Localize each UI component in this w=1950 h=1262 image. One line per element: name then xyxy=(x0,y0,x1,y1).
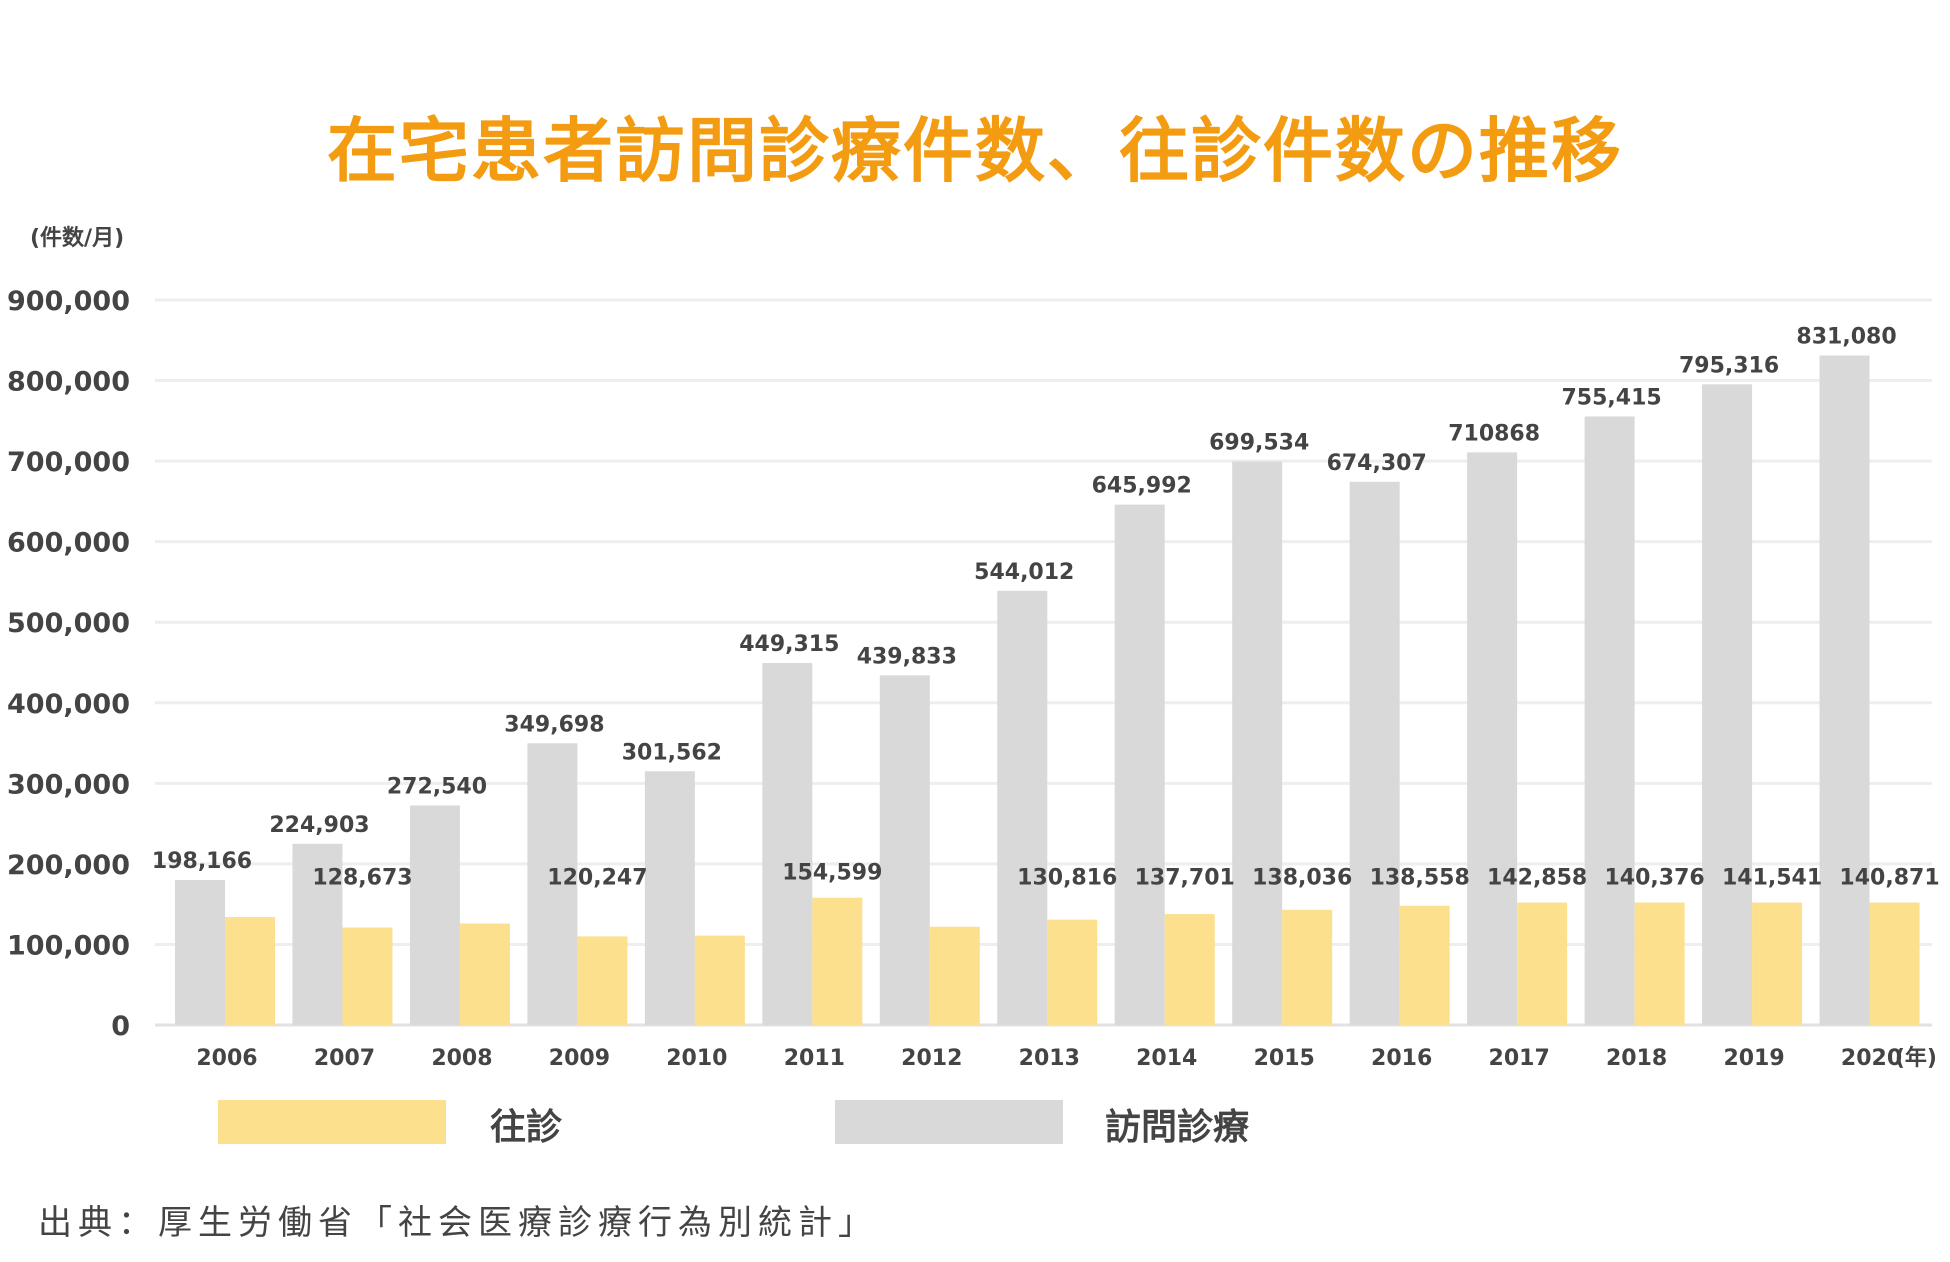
bar-oushin-2019 xyxy=(1752,902,1803,1025)
data-label-houmon-2015: 699,534 xyxy=(1209,430,1309,455)
legend-label-houmon: 訪問診療 xyxy=(1105,1107,1250,1148)
bar-houmon-2017 xyxy=(1467,452,1518,1025)
x-tick-label-2010: 2010 xyxy=(666,1046,727,1071)
data-label-houmon-2010: 301,562 xyxy=(622,740,722,765)
data-label-houmon-2008: 272,540 xyxy=(387,774,487,799)
bar-oushin-2008 xyxy=(459,923,510,1025)
data-label-oushin-2018: 140,376 xyxy=(1604,866,1704,891)
data-label-houmon-2018: 755,415 xyxy=(1561,385,1661,410)
data-label-oushin-2013: 130,816 xyxy=(1017,866,1117,891)
bar-oushin-2016 xyxy=(1399,905,1450,1025)
x-tick-label-2012: 2012 xyxy=(901,1046,962,1071)
x-tick-label-2016: 2016 xyxy=(1371,1046,1432,1071)
y-tick-label: 900,000 xyxy=(7,286,130,317)
y-tick-label: 100,000 xyxy=(7,930,130,961)
y-axis-unit: (件数/月) xyxy=(30,225,124,251)
y-tick-label: 0 xyxy=(111,1011,130,1042)
x-tick-label-2020: 2020 xyxy=(1841,1046,1902,1071)
data-label-houmon-2016: 674,307 xyxy=(1327,451,1427,476)
bar-houmon-2014 xyxy=(1114,504,1165,1025)
y-tick-label: 200,000 xyxy=(7,850,130,881)
bar-houmon-2006 xyxy=(175,880,225,1025)
bar-houmon-2018 xyxy=(1584,416,1635,1025)
bar-houmon-2009 xyxy=(527,743,578,1025)
x-tick-label-2019: 2019 xyxy=(1723,1046,1784,1071)
x-tick-label-2007: 2007 xyxy=(314,1046,375,1071)
y-tick-label: 300,000 xyxy=(7,769,130,800)
bar-oushin-2010 xyxy=(694,935,745,1025)
bar-houmon-2015 xyxy=(1232,461,1283,1025)
bar-houmon-2008 xyxy=(409,805,460,1025)
bar-oushin-2017 xyxy=(1517,902,1568,1025)
data-labels: 198,166 224,903 128,673 272,540 349,698 120,2… xyxy=(152,325,1940,891)
data-label-oushin-2019: 141,541 xyxy=(1722,866,1822,891)
bar-oushin-2007 xyxy=(342,927,393,1025)
x-tick-label-2014: 2014 xyxy=(1136,1046,1197,1071)
y-tick-label: 400,000 xyxy=(7,689,130,720)
x-tick-label-2017: 2017 xyxy=(1489,1046,1550,1071)
bar-oushin-2014 xyxy=(1164,914,1215,1025)
bar-oushin-2013 xyxy=(1047,919,1098,1025)
data-label-oushin-2016: 138,558 xyxy=(1370,866,1470,891)
data-label-oushin-2009: 120,247 xyxy=(547,866,647,891)
legend-swatch-oushin xyxy=(218,1100,446,1144)
data-label-oushin-2015: 138,036 xyxy=(1252,866,1352,891)
legend-label-oushin: 往診 xyxy=(490,1107,563,1148)
x-axis-unit: (年) xyxy=(1895,1045,1937,1071)
data-label-houmon-2012: 439,833 xyxy=(857,644,957,669)
y-tick-label: 500,000 xyxy=(7,608,130,639)
data-label-houmon-2014: 645,992 xyxy=(1092,474,1192,499)
bar-houmon-2011 xyxy=(762,663,813,1025)
x-tick-label-2013: 2013 xyxy=(1019,1046,1080,1071)
bar-oushin-2006 xyxy=(225,917,275,1025)
data-label-houmon-2013: 544,012 xyxy=(974,560,1074,585)
x-tick-label-2011: 2011 xyxy=(784,1046,845,1071)
data-label-oushin-2020: 140,871 xyxy=(1839,866,1939,891)
x-tick-label-2006: 2006 xyxy=(196,1046,257,1071)
bar-houmon-2016 xyxy=(1349,481,1400,1026)
data-label-houmon-2006: 198,166 xyxy=(152,849,252,874)
data-label-houmon-2011: 449,315 xyxy=(739,632,839,657)
bar-houmon-2019 xyxy=(1702,384,1753,1026)
y-tick-label: 600,000 xyxy=(7,528,130,559)
data-label-houmon-2019: 795,316 xyxy=(1679,353,1779,378)
data-label-oushin-2011: 154,599 xyxy=(782,861,882,886)
data-label-oushin-2007: 128,673 xyxy=(312,866,412,891)
bar-oushin-2020 xyxy=(1869,902,1920,1025)
bars xyxy=(175,355,1920,1026)
data-label-oushin-2017: 142,858 xyxy=(1487,866,1587,891)
x-tick-label-2009: 2009 xyxy=(549,1046,610,1071)
bar-oushin-2015 xyxy=(1282,909,1333,1025)
bar-oushin-2009 xyxy=(577,936,628,1025)
bar-oushin-2011 xyxy=(812,897,863,1025)
bar-oushin-2018 xyxy=(1634,902,1685,1025)
data-label-houmon-2009: 349,698 xyxy=(504,712,604,737)
data-label-houmon-2020: 831,080 xyxy=(1796,325,1896,350)
legend-swatch-houmon xyxy=(835,1100,1063,1144)
y-tick-label: 700,000 xyxy=(7,447,130,478)
bar-oushin-2012 xyxy=(929,926,980,1025)
bar-houmon-2013 xyxy=(997,590,1048,1025)
data-label-houmon-2007: 224,903 xyxy=(269,813,369,838)
y-axis: (件数/月) 0 100,000 200,000 300,000 400,000 500,0… xyxy=(7,225,130,1042)
bar-houmon-2007 xyxy=(292,843,343,1025)
bar-houmon-2020 xyxy=(1819,355,1870,1025)
chart-title: 在宅患者訪問診療件数、往診件数の推移 xyxy=(327,110,1623,192)
y-tick-label: 800,000 xyxy=(7,367,130,398)
bar-houmon-2010 xyxy=(644,771,695,1025)
bar-houmon-2012 xyxy=(879,675,930,1025)
x-axis: 2006 2007 2008 2009 2010 2011 2012 2013 2014 2015… xyxy=(196,1045,1937,1071)
bar-chart: (件数/月) 0 100,000 200,000 300,000 400,000 500,0… xyxy=(7,225,1940,1071)
x-tick-label-2018: 2018 xyxy=(1606,1046,1667,1071)
x-tick-label-2015: 2015 xyxy=(1254,1046,1315,1071)
x-tick-label-2008: 2008 xyxy=(431,1046,492,1071)
source-note: 出典：厚生労働省「社会医療診療行為別統計」 xyxy=(38,1203,878,1243)
data-label-houmon-2017: 710868 xyxy=(1448,421,1540,446)
data-label-oushin-2014: 137,701 xyxy=(1135,866,1235,891)
